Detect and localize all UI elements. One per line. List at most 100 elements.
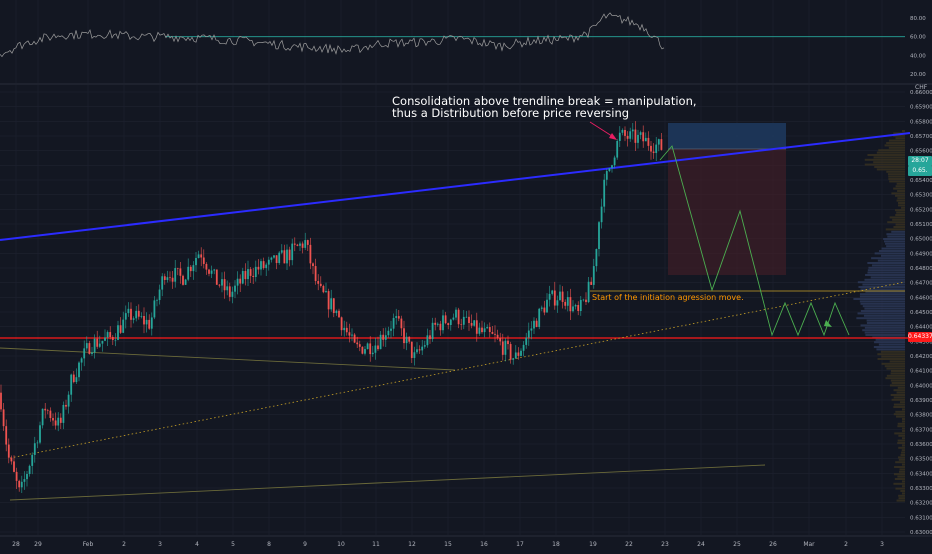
candle-body (111, 337, 114, 340)
candle-body (236, 278, 239, 286)
volume-profile-bar (901, 451, 905, 454)
candle-body (387, 330, 390, 336)
time-tick-label: Mar (803, 541, 815, 548)
candle-body (88, 343, 91, 355)
volume-profile-bar (902, 130, 905, 132)
candle-body (410, 341, 413, 358)
consolidation-annotation[interactable]: Consolidation above trendline break = ma… (392, 95, 697, 119)
volume-profile-bar (899, 468, 905, 471)
volume-profile-bar (897, 386, 905, 389)
candle-body (169, 277, 171, 278)
candle-body (572, 306, 574, 312)
time-axis[interactable]: 28 29 Feb 2 3 4 5 8 9 10 11 12 15 16 17 18 19 22 23 24 25 26 M… (12, 541, 884, 548)
candle-body (65, 404, 67, 407)
volume-profile-bar (885, 377, 905, 380)
time-tick-label: 28 (12, 541, 20, 548)
candle-body (130, 308, 132, 320)
projection-path[interactable] (659, 145, 850, 337)
consolidation-text-line-2: thus a Distribution before price reversi… (392, 106, 630, 120)
position-risk-zone (668, 149, 786, 275)
volume-profile-bar (859, 300, 905, 303)
candle-body (395, 316, 398, 318)
volume-profile-bar (866, 319, 905, 322)
candle-body (278, 252, 281, 264)
time-tick-label: 2 (122, 541, 126, 548)
candle-body (114, 339, 117, 341)
volume-profile-bar (889, 216, 905, 219)
short-position-tool[interactable] (668, 123, 786, 275)
candle-body (23, 479, 26, 482)
volume-profile-bar (898, 494, 905, 497)
price-axis[interactable]: 0.660000.659000.658000.657000.656000.655… (910, 90, 932, 536)
candle-body (457, 309, 460, 325)
volume-profile-bar (881, 355, 905, 358)
osc-tick-label: 80.00 (910, 16, 926, 22)
candle-body (343, 327, 346, 331)
volume-profile-bar (894, 432, 905, 435)
volume-profile-bar (897, 422, 905, 425)
candle-body (444, 315, 447, 324)
candle-body (304, 240, 307, 248)
candle-body (317, 281, 320, 284)
candle-body (608, 168, 611, 172)
candle-body (559, 291, 561, 301)
volume-profile-bar (897, 190, 905, 192)
drawing-lines[interactable] (0, 132, 911, 501)
candle-body (538, 308, 541, 327)
support-price-tag: 0.64337 (908, 332, 932, 342)
olive-line-upper (0, 347, 456, 371)
candle-body (234, 285, 236, 292)
candle-body (270, 257, 273, 260)
time-tick-label: 12 (408, 541, 416, 548)
price-tick-label: 0.65400 (910, 178, 932, 184)
candle-body (153, 300, 156, 318)
candle-body (288, 249, 291, 261)
candle-body (590, 281, 593, 285)
candle-body (423, 345, 426, 347)
volume-profile-bar (902, 492, 905, 495)
candle-body (31, 454, 34, 466)
candle-body (379, 334, 382, 350)
candle-body (254, 266, 257, 277)
candle-body (434, 322, 437, 325)
candle-body (267, 259, 270, 265)
candle-body (356, 342, 359, 345)
candle-body (470, 323, 473, 326)
volume-profile-bar (896, 182, 905, 185)
volume-profile-bar (898, 446, 905, 449)
candle-body (247, 269, 249, 280)
volume-profile-bar (902, 427, 905, 430)
initiation-annotation[interactable]: Start of the initiation agression move. (592, 293, 744, 302)
candle-body (148, 319, 151, 329)
volume-profile-bar (892, 218, 905, 221)
candle-body (579, 299, 582, 312)
candle-body (468, 316, 470, 324)
candle-body (291, 243, 294, 261)
candle-body (616, 140, 619, 158)
candle-body (202, 257, 205, 264)
candle-body (283, 250, 286, 264)
candle-body (18, 480, 21, 488)
volume-profile-bar (874, 166, 905, 168)
volume-profile-bar (887, 173, 905, 176)
price-tick-label: 0.65700 (910, 134, 932, 140)
candle-body (629, 131, 632, 139)
candle-body (517, 352, 520, 356)
candle-body (239, 278, 242, 284)
candle-body (286, 249, 288, 264)
volume-profile-bar (893, 482, 905, 485)
countdown-tag: 28:07 (908, 156, 932, 166)
candle-body (660, 139, 663, 150)
price-tick-label: 0.65200 (910, 207, 932, 213)
candle-body (327, 291, 330, 310)
candle-body (637, 134, 639, 143)
candle-body (158, 289, 161, 301)
volume-profile-bar (898, 204, 905, 207)
candle-body (598, 222, 600, 250)
candle-body (652, 151, 655, 153)
candle-body (332, 298, 335, 314)
volume-profile-bar (876, 168, 905, 171)
candle-body (585, 299, 587, 303)
